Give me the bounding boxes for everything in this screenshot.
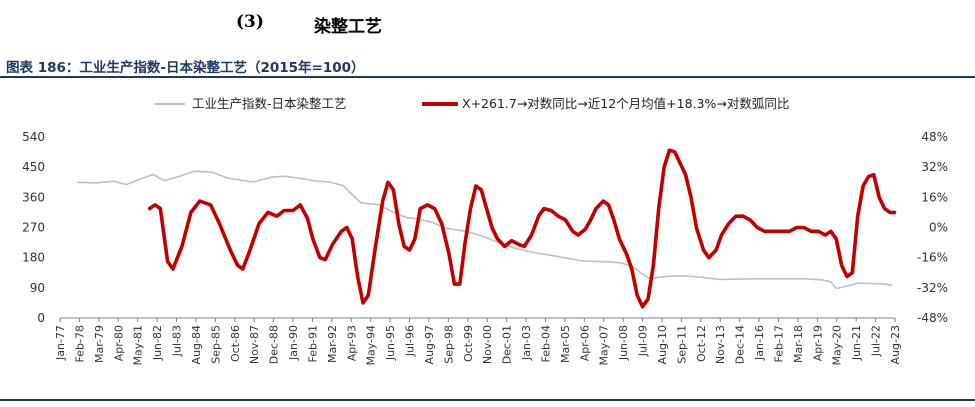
- legend-label-index: 工业生产指数-日本染整工艺: [192, 96, 347, 111]
- y-left-tick-label: 90: [30, 281, 45, 295]
- y-right-tick-label: -48%: [917, 311, 948, 325]
- x-tick-label: Dec-01: [501, 325, 514, 364]
- x-tick-label: Jan-77: [54, 325, 67, 361]
- x-tick-label: May-81: [132, 325, 145, 366]
- x-tick-label: Aug-97: [423, 325, 436, 364]
- line-chart: 工业生产指数-日本染整工艺 X+261.7→对数同比→近12个月均值+18.3%…: [22, 96, 948, 366]
- section-title: 染整工艺: [314, 17, 382, 37]
- x-tick-label: Jan-90: [287, 325, 300, 361]
- x-tick-label: Apr-06: [578, 325, 591, 361]
- axes: 0 90 180 270 360 450 540 -48% -32% -16% 0% 16% 32% 48…: [22, 130, 948, 366]
- y-right-tick-label: -16%: [917, 251, 948, 265]
- x-tick-label: Oct-86: [229, 325, 242, 362]
- x-tick-label: Feb-04: [539, 325, 552, 362]
- y-right-tick-label: 16%: [921, 190, 948, 204]
- x-tick-label: Dec-88: [268, 325, 281, 364]
- x-tick-label: Jan-03: [520, 325, 533, 361]
- x-tick-label: Jul-96: [404, 325, 417, 357]
- x-tick-label: May-07: [598, 325, 611, 366]
- x-tick-label: Apr-19: [811, 325, 824, 361]
- y-left-tick-label: 270: [22, 221, 45, 235]
- x-tick-label: Mar-92: [326, 325, 339, 363]
- x-tick-label: Nov-13: [714, 325, 727, 364]
- y-left-tick-label: 450: [22, 160, 45, 174]
- x-tick-label: Feb-78: [73, 325, 86, 362]
- section-number: (3): [236, 12, 264, 32]
- x-tick-label: Mar-05: [559, 325, 572, 363]
- x-tick-label: May-20: [831, 325, 844, 366]
- y-left-tick-label: 0: [37, 311, 45, 325]
- y-right-tick-label: 48%: [921, 130, 948, 144]
- series-line-index: [77, 170, 893, 290]
- x-tick-label: Oct-99: [462, 325, 475, 362]
- legend-label-growth: X+261.7→对数同比→近12个月均值+18.3%→对数弧同比: [462, 96, 789, 111]
- y-right-tick-label: 32%: [921, 160, 948, 174]
- x-tick-label: Apr-80: [112, 325, 125, 361]
- x-tick-label: Nov-87: [248, 325, 261, 364]
- x-tick-label: Jun-21: [850, 325, 863, 361]
- x-tick-label: Aug-84: [190, 325, 203, 364]
- x-tick-label: Feb-17: [772, 325, 785, 362]
- y-left-tick-label: 180: [22, 251, 45, 265]
- x-tick-label: Jan-16: [753, 325, 766, 361]
- x-tick-label: Jul-83: [171, 325, 184, 357]
- x-tick-label: Dec-14: [734, 325, 747, 364]
- series-line-growth: [147, 148, 897, 309]
- x-tick-label: Sep-11: [675, 325, 688, 364]
- x-tick-label: Sep-98: [442, 325, 455, 364]
- x-tick-label: Aug-23: [889, 325, 902, 364]
- section-heading: (3) 染整工艺: [0, 8, 975, 37]
- x-tick-label: Mar-18: [792, 325, 805, 363]
- x-tick-label: Jun-82: [151, 325, 164, 361]
- x-tick-label: Apr-93: [345, 325, 358, 361]
- x-tick-label: Mar-79: [93, 325, 106, 363]
- y-right-tick-label: -32%: [917, 281, 948, 295]
- x-tick-label: Jul-09: [637, 325, 650, 357]
- bottom-divider: [0, 399, 975, 401]
- x-tick-label: Nov-00: [481, 325, 494, 364]
- x-tick-label: Jun-95: [384, 325, 397, 361]
- series-lines: [77, 148, 897, 309]
- y-left-tick-label: 540: [22, 130, 45, 144]
- top-divider: [0, 76, 975, 78]
- x-tick-label: Jun-08: [617, 325, 630, 361]
- y-left-tick-label: 360: [22, 190, 45, 204]
- x-tick-label: Aug-10: [656, 325, 669, 364]
- x-tick-label: Jul-22: [870, 325, 883, 357]
- x-tick-label: Sep-85: [209, 325, 222, 364]
- figure-title: 图表 186：工业生产指数-日本染整工艺（2015年=100）: [6, 60, 365, 76]
- x-tick-label: May-94: [365, 325, 378, 366]
- legend: 工业生产指数-日本染整工艺 X+261.7→对数同比→近12个月均值+18.3%…: [155, 96, 789, 111]
- x-tick-label: Feb-91: [306, 325, 319, 362]
- x-tick-label: Oct-12: [695, 325, 708, 362]
- y-right-tick-label: 0%: [929, 221, 948, 235]
